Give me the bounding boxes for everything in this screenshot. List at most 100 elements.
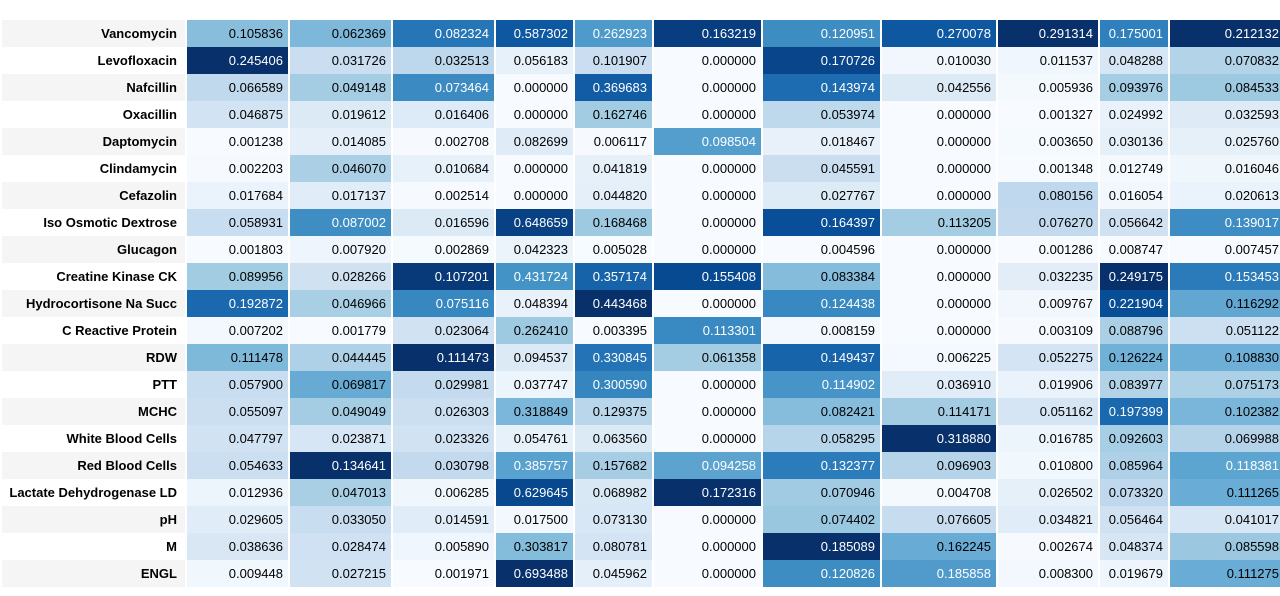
heatmap-cell: 0.031726: [290, 47, 391, 74]
heatmap-cell: 0.001286: [998, 236, 1098, 263]
heatmap-cell: 0.003109: [998, 317, 1098, 344]
heatmap-cell: 0.049049: [290, 398, 391, 425]
heatmap-cell: 0.245406: [187, 47, 288, 74]
heatmap-cell: 0.120826: [763, 560, 880, 587]
table-row: Glucagon 0.001803 0.007920 0.002869 0.042323…: [2, 236, 1280, 263]
heatmap-cell: 0.096903: [882, 452, 996, 479]
heatmap-cell: 0.120951: [763, 20, 880, 47]
table-row: C Reactive Protein 0.007202 0.001779 0.0230…: [2, 317, 1280, 344]
heatmap-cell: 0.073320: [1100, 479, 1168, 506]
heatmap-cell: 0.084533: [1170, 74, 1280, 101]
heatmap-cell: 0.000000: [654, 290, 761, 317]
heatmap-cell: 0.000000: [882, 182, 996, 209]
heatmap-cell: 0.056642: [1100, 209, 1168, 236]
heatmap-cell: 0.032593: [1170, 101, 1280, 128]
heatmap-cell: 0.000000: [654, 101, 761, 128]
table-row: ENGL 0.009448 0.027215 0.001971 0.693488 0.04…: [2, 560, 1280, 587]
heatmap-cell: 0.262923: [575, 20, 652, 47]
heatmap-cell: 0.069817: [290, 371, 391, 398]
heatmap-cell: 0.082324: [393, 20, 494, 47]
heatmap-cell: 0.062369: [290, 20, 391, 47]
heatmap-cell: 0.002514: [393, 182, 494, 209]
heatmap-cell: 0.030136: [1100, 128, 1168, 155]
heatmap-cell: 0.000000: [496, 101, 573, 128]
heatmap-cell: 0.032235: [998, 263, 1098, 290]
heatmap-cell: 0.107201: [393, 263, 494, 290]
heatmap-cell: 0.029981: [393, 371, 494, 398]
column-header: [393, 0, 494, 20]
table-row: Clindamycin 0.002203 0.046070 0.010684 0.000…: [2, 155, 1280, 182]
row-label: pH: [2, 506, 185, 533]
heatmap-cell: 0.000000: [654, 506, 761, 533]
column-header: [187, 0, 288, 20]
heatmap-cell: 0.044820: [575, 182, 652, 209]
heatmap-cell: 0.003650: [998, 128, 1098, 155]
heatmap-cell: 0.303817: [496, 533, 573, 560]
column-header: [496, 0, 573, 20]
heatmap-cell: 0.009767: [998, 290, 1098, 317]
heatmap-cell: 0.041017: [1170, 506, 1280, 533]
heatmap-cell: 0.101907: [575, 47, 652, 74]
table-row: Levofloxacin 0.245406 0.031726 0.032513 0.05…: [2, 47, 1280, 74]
heatmap-cell: 0.005936: [998, 74, 1098, 101]
table-row: White Blood Cells 0.047797 0.023871 0.02332…: [2, 425, 1280, 452]
heatmap-cell: 0.192872: [187, 290, 288, 317]
row-label: Levofloxacin: [97, 53, 177, 68]
heatmap-cell: 0.048394: [496, 290, 573, 317]
heatmap-cell: 0.098504: [654, 128, 761, 155]
heatmap-cell: 0.047013: [290, 479, 391, 506]
heatmap-cell: 0.000000: [654, 74, 761, 101]
heatmap-cell: 0.221904: [1100, 290, 1168, 317]
heatmap-cell: 0.185089: [763, 533, 880, 560]
heatmap-cell: 0.330845: [575, 344, 652, 371]
heatmap-cell: 0.002674: [998, 533, 1098, 560]
heatmap-cell: 0.082421: [763, 398, 880, 425]
heatmap-cell: 0.088796: [1100, 317, 1168, 344]
heatmap-cell: 0.118381: [1170, 452, 1280, 479]
heatmap-cell: 0.270078: [882, 20, 996, 47]
row-label: Clindamycin: [99, 161, 177, 176]
heatmap-cell: 0.094537: [496, 344, 573, 371]
heatmap-cell: 0.027767: [763, 182, 880, 209]
heatmap-cell: 0.049148: [290, 74, 391, 101]
row-label: Oxacillin: [122, 107, 177, 122]
heatmap-cell: 0.000000: [654, 371, 761, 398]
heatmap-cell: 0.075116: [393, 290, 494, 317]
heatmap-cell: 0.026303: [393, 398, 494, 425]
heatmap-cell: 0.073130: [575, 506, 652, 533]
heatmap-cell: 0.054761: [496, 425, 573, 452]
heatmap-cell: 0.070946: [763, 479, 880, 506]
heatmap-cell: 0.055097: [187, 398, 288, 425]
heatmap-cell: 0.162245: [882, 533, 996, 560]
heatmap-cell: 0.105836: [187, 20, 288, 47]
heatmap-cell: 0.431724: [496, 263, 573, 290]
column-header: [290, 0, 391, 20]
heatmap-cell: 0.108830: [1170, 344, 1280, 371]
heatmap-cell: 0.005028: [575, 236, 652, 263]
row-label: Daptomycin: [2, 128, 185, 155]
column-header: [654, 0, 761, 20]
column-header: [882, 0, 996, 20]
heatmap-cell: 0.129375: [575, 398, 652, 425]
heatmap-cell: 0.126224: [1100, 344, 1168, 371]
heatmap-cell: 0.132377: [763, 452, 880, 479]
heatmap-cell: 0.025760: [1170, 128, 1280, 155]
row-label: Hydrocortisone Na Succ: [2, 290, 185, 317]
row-label: Nafcillin: [2, 74, 185, 101]
heatmap-cell: 0.069988: [1170, 425, 1280, 452]
heatmap-cell: 0.092603: [1100, 425, 1168, 452]
heatmap-cell: 0.143974: [763, 74, 880, 101]
heatmap-cell: 0.017500: [496, 506, 573, 533]
heatmap-cell: 0.085598: [1170, 533, 1280, 560]
heatmap-cell: 0.113301: [654, 317, 761, 344]
heatmap-cell: 0.017137: [290, 182, 391, 209]
column-header: [1100, 0, 1168, 20]
heatmap-cell: 0.061358: [654, 344, 761, 371]
heatmap-cell: 0.002203: [187, 155, 288, 182]
heatmap-cell: 0.019906: [998, 371, 1098, 398]
heatmap-cell: 0.093976: [1100, 74, 1168, 101]
heatmap-cell: 0.648659: [496, 209, 573, 236]
row-label: C Reactive Protein: [62, 323, 177, 338]
heatmap-cell: 0.111473: [393, 344, 494, 371]
heatmap-cell: 0.042556: [882, 74, 996, 101]
